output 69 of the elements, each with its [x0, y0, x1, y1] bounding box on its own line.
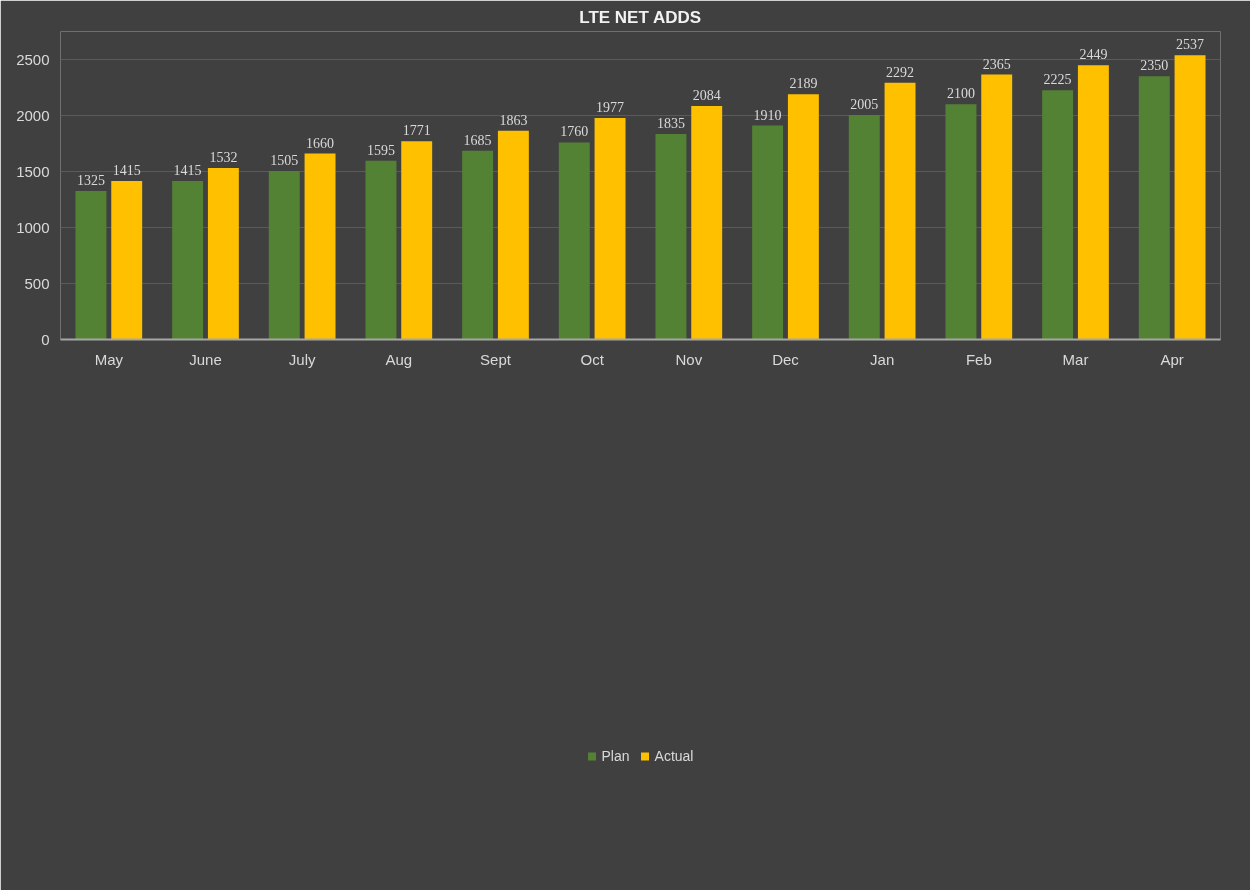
- bar: [365, 160, 397, 340]
- y-tick-label: 500: [24, 274, 50, 292]
- data-label: 1325: [76, 173, 105, 189]
- legend-label: Actual: [654, 748, 694, 764]
- data-label: 1685: [463, 132, 492, 148]
- legend-label: Plan: [601, 748, 630, 764]
- bar: [75, 191, 107, 340]
- bar: [268, 170, 300, 340]
- bar: [304, 153, 336, 340]
- data-label: 1415: [112, 163, 141, 179]
- chart-title: LTE NET ADDS: [579, 7, 702, 27]
- data-label: 2189: [789, 76, 818, 92]
- x-tick-label: May: [94, 350, 124, 368]
- x-tick-label: Sept: [480, 350, 512, 368]
- bar: [848, 114, 880, 340]
- bar: [1138, 76, 1170, 340]
- data-label: 1977: [596, 100, 625, 116]
- bar: [1077, 65, 1109, 340]
- bar: [1042, 90, 1074, 340]
- y-tick-label: 1500: [16, 162, 50, 180]
- data-label: 2365: [982, 56, 1011, 72]
- data-label: 1660: [306, 135, 335, 151]
- data-label: 2100: [946, 86, 975, 102]
- x-tick-label: June: [189, 350, 222, 368]
- data-label: 1863: [499, 112, 528, 128]
- y-tick-label: 2000: [16, 106, 50, 124]
- bar: [884, 82, 916, 340]
- x-tick-label: Feb: [965, 350, 992, 368]
- data-label: 1760: [560, 124, 589, 140]
- data-label: 1910: [753, 107, 782, 123]
- x-tick-label: Apr: [1160, 350, 1184, 368]
- data-label: 2537: [1176, 37, 1205, 53]
- bar: [401, 141, 433, 340]
- data-label: 2350: [1140, 58, 1169, 74]
- bar: [945, 104, 977, 340]
- bar: [497, 130, 529, 340]
- x-tick-label: Aug: [385, 350, 413, 368]
- data-label: 1532: [209, 149, 238, 165]
- x-tick-label: Oct: [580, 350, 605, 368]
- bar: [752, 125, 784, 340]
- bar: [787, 94, 819, 340]
- data-label: 2225: [1043, 72, 1072, 88]
- bar: [462, 150, 494, 340]
- data-label: 2005: [850, 96, 879, 112]
- bar: [981, 74, 1013, 340]
- data-label: 1415: [173, 163, 202, 179]
- bar: [655, 133, 687, 340]
- data-label: 2449: [1079, 47, 1108, 63]
- x-tick-label: Dec: [772, 350, 800, 368]
- x-tick-label: July: [288, 350, 316, 368]
- y-tick-label: 1000: [16, 218, 50, 236]
- data-label: 2292: [886, 64, 915, 80]
- bar: [207, 167, 239, 340]
- y-tick-label: 0: [41, 330, 50, 348]
- bar: [111, 181, 143, 340]
- x-tick-label: Mar: [1062, 350, 1089, 368]
- data-label: 1771: [402, 123, 431, 139]
- x-tick-label: Nov: [675, 350, 703, 368]
- data-label: 1595: [366, 142, 395, 158]
- data-label: 1835: [656, 115, 685, 131]
- bar: [558, 142, 590, 340]
- data-label: 2084: [692, 88, 721, 104]
- bar: [172, 181, 204, 340]
- x-tick-label: Jan: [870, 350, 895, 368]
- data-label: 1505: [270, 152, 299, 168]
- y-tick-label: 2500: [16, 50, 50, 68]
- bar: [1174, 55, 1206, 340]
- bar: [691, 106, 723, 340]
- bar: [594, 118, 626, 340]
